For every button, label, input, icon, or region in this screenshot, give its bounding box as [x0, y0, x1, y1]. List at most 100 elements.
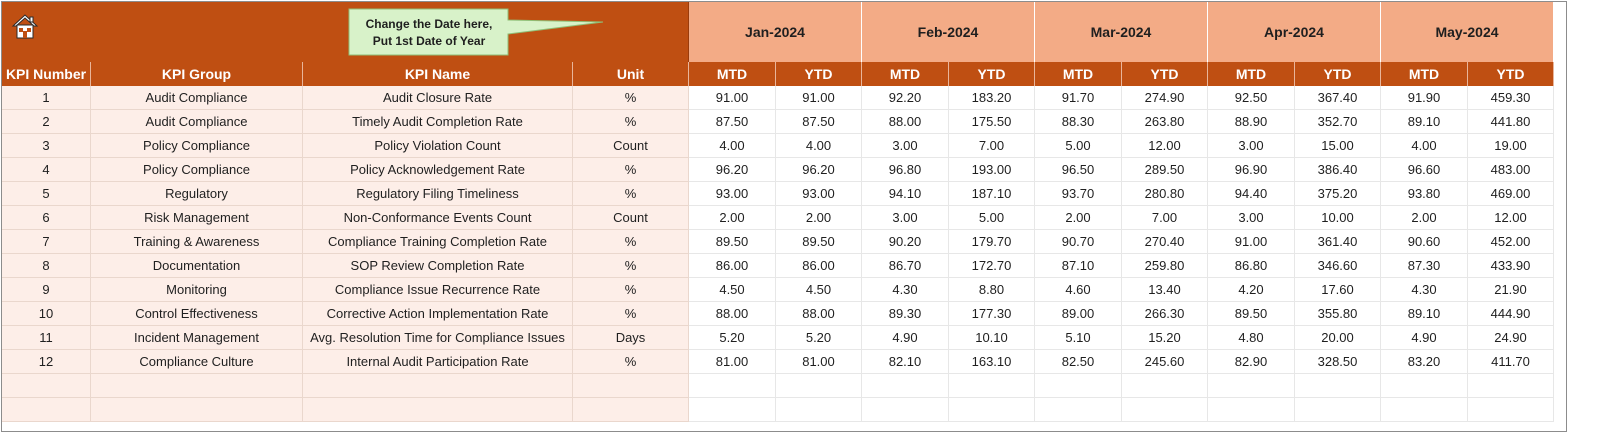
cell-ytd-value[interactable]: 81.00 — [776, 350, 862, 374]
cell-kpi-group[interactable]: Compliance Culture — [91, 350, 303, 374]
cell-kpi-name[interactable]: Policy Violation Count — [303, 134, 573, 158]
cell-mtd-value[interactable]: 94.10 — [862, 182, 949, 206]
cell-ytd-value[interactable] — [1122, 398, 1208, 422]
cell-mtd-value[interactable]: 90.20 — [862, 230, 949, 254]
cell-ytd-value[interactable]: 179.70 — [949, 230, 1035, 254]
cell-kpi-number[interactable]: 12 — [2, 350, 91, 374]
cell-mtd-value[interactable]: 94.40 — [1208, 182, 1295, 206]
cell-kpi-group[interactable]: Incident Management — [91, 326, 303, 350]
cell-kpi-name[interactable]: Regulatory Filing Timeliness — [303, 182, 573, 206]
cell-kpi-number[interactable]: 11 — [2, 326, 91, 350]
cell-ytd-value[interactable] — [776, 398, 862, 422]
cell-mtd-value[interactable]: 96.60 — [1381, 158, 1468, 182]
cell-ytd-value[interactable] — [776, 374, 862, 398]
cell-ytd-value[interactable]: 12.00 — [1122, 134, 1208, 158]
cell-unit[interactable]: % — [573, 86, 689, 110]
header-kpi-number[interactable]: KPI Number — [2, 62, 91, 86]
cell-kpi-name[interactable]: Internal Audit Participation Rate — [303, 350, 573, 374]
cell-ytd-value[interactable]: 4.00 — [776, 134, 862, 158]
cell-ytd-value[interactable]: 172.70 — [949, 254, 1035, 278]
cell-kpi-number[interactable]: 2 — [2, 110, 91, 134]
cell-kpi-number[interactable]: 7 — [2, 230, 91, 254]
cell-mtd-value[interactable]: 4.80 — [1208, 326, 1295, 350]
cell-ytd-value[interactable]: 328.50 — [1295, 350, 1381, 374]
cell-mtd-value[interactable]: 82.90 — [1208, 350, 1295, 374]
cell-kpi-name[interactable]: Avg. Resolution Time for Compliance Issu… — [303, 326, 573, 350]
cell-mtd-value[interactable]: 83.20 — [1381, 350, 1468, 374]
cell-unit[interactable]: % — [573, 278, 689, 302]
cell-mtd-value[interactable]: 87.30 — [1381, 254, 1468, 278]
cell-mtd-value[interactable]: 93.00 — [689, 182, 776, 206]
cell-ytd-value[interactable]: 452.00 — [1468, 230, 1554, 254]
cell-ytd-value[interactable]: 483.00 — [1468, 158, 1554, 182]
cell-kpi-name[interactable]: Non-Conformance Events Count — [303, 206, 573, 230]
cell-kpi-name[interactable] — [303, 398, 573, 422]
cell-mtd-value[interactable]: 96.90 — [1208, 158, 1295, 182]
cell-ytd-value[interactable]: 4.50 — [776, 278, 862, 302]
cell-kpi-group[interactable]: Documentation — [91, 254, 303, 278]
cell-ytd-value[interactable]: 289.50 — [1122, 158, 1208, 182]
cell-kpi-name[interactable]: SOP Review Completion Rate — [303, 254, 573, 278]
cell-mtd-value[interactable] — [1035, 398, 1122, 422]
cell-kpi-group[interactable] — [91, 374, 303, 398]
cell-ytd-value[interactable] — [1295, 374, 1381, 398]
month-jan[interactable]: Jan-2024 — [689, 2, 862, 62]
cell-mtd-value[interactable]: 86.80 — [1208, 254, 1295, 278]
cell-ytd-value[interactable]: 10.10 — [949, 326, 1035, 350]
cell-mtd-value[interactable]: 5.10 — [1035, 326, 1122, 350]
header-ytd[interactable]: YTD — [1295, 62, 1381, 86]
cell-mtd-value[interactable]: 91.00 — [689, 86, 776, 110]
header-mtd[interactable]: MTD — [1208, 62, 1295, 86]
cell-mtd-value[interactable]: 2.00 — [1035, 206, 1122, 230]
cell-mtd-value[interactable]: 4.30 — [1381, 278, 1468, 302]
cell-mtd-value[interactable]: 4.60 — [1035, 278, 1122, 302]
cell-mtd-value[interactable]: 93.70 — [1035, 182, 1122, 206]
cell-ytd-value[interactable]: 355.80 — [1295, 302, 1381, 326]
cell-mtd-value[interactable]: 93.80 — [1381, 182, 1468, 206]
cell-mtd-value[interactable]: 96.50 — [1035, 158, 1122, 182]
cell-unit[interactable]: % — [573, 302, 689, 326]
cell-ytd-value[interactable] — [1468, 374, 1554, 398]
cell-mtd-value[interactable]: 4.90 — [862, 326, 949, 350]
cell-mtd-value[interactable]: 82.50 — [1035, 350, 1122, 374]
cell-mtd-value[interactable]: 89.00 — [1035, 302, 1122, 326]
cell-mtd-value[interactable] — [1381, 374, 1468, 398]
cell-kpi-group[interactable]: Audit Compliance — [91, 86, 303, 110]
cell-mtd-value[interactable]: 89.50 — [689, 230, 776, 254]
cell-mtd-value[interactable]: 5.20 — [689, 326, 776, 350]
cell-mtd-value[interactable]: 3.00 — [862, 206, 949, 230]
cell-mtd-value[interactable]: 90.60 — [1381, 230, 1468, 254]
cell-ytd-value[interactable]: 7.00 — [949, 134, 1035, 158]
cell-unit[interactable]: Days — [573, 326, 689, 350]
cell-mtd-value[interactable]: 91.00 — [1208, 230, 1295, 254]
home-icon[interactable] — [10, 12, 40, 42]
cell-ytd-value[interactable]: 411.70 — [1468, 350, 1554, 374]
cell-mtd-value[interactable] — [1208, 374, 1295, 398]
cell-ytd-value[interactable]: 270.40 — [1122, 230, 1208, 254]
cell-kpi-number[interactable]: 5 — [2, 182, 91, 206]
cell-ytd-value[interactable]: 2.00 — [776, 206, 862, 230]
cell-mtd-value[interactable]: 3.00 — [1208, 134, 1295, 158]
month-apr[interactable]: Apr-2024 — [1208, 2, 1381, 62]
cell-mtd-value[interactable]: 88.30 — [1035, 110, 1122, 134]
cell-unit[interactable] — [573, 398, 689, 422]
month-mar[interactable]: Mar-2024 — [1035, 2, 1208, 62]
cell-unit[interactable]: Count — [573, 206, 689, 230]
cell-ytd-value[interactable]: 444.90 — [1468, 302, 1554, 326]
header-kpi-name[interactable]: KPI Name — [303, 62, 573, 86]
cell-mtd-value[interactable] — [862, 374, 949, 398]
cell-ytd-value[interactable]: 386.40 — [1295, 158, 1381, 182]
cell-ytd-value[interactable]: 24.90 — [1468, 326, 1554, 350]
cell-mtd-value[interactable] — [689, 374, 776, 398]
cell-ytd-value[interactable]: 96.20 — [776, 158, 862, 182]
cell-mtd-value[interactable]: 92.50 — [1208, 86, 1295, 110]
header-ytd[interactable]: YTD — [1468, 62, 1554, 86]
cell-mtd-value[interactable]: 91.90 — [1381, 86, 1468, 110]
cell-mtd-value[interactable]: 4.00 — [689, 134, 776, 158]
cell-kpi-number[interactable]: 4 — [2, 158, 91, 182]
cell-ytd-value[interactable]: 367.40 — [1295, 86, 1381, 110]
cell-ytd-value[interactable]: 361.40 — [1295, 230, 1381, 254]
cell-ytd-value[interactable]: 88.00 — [776, 302, 862, 326]
header-mtd[interactable]: MTD — [862, 62, 949, 86]
cell-ytd-value[interactable]: 375.20 — [1295, 182, 1381, 206]
